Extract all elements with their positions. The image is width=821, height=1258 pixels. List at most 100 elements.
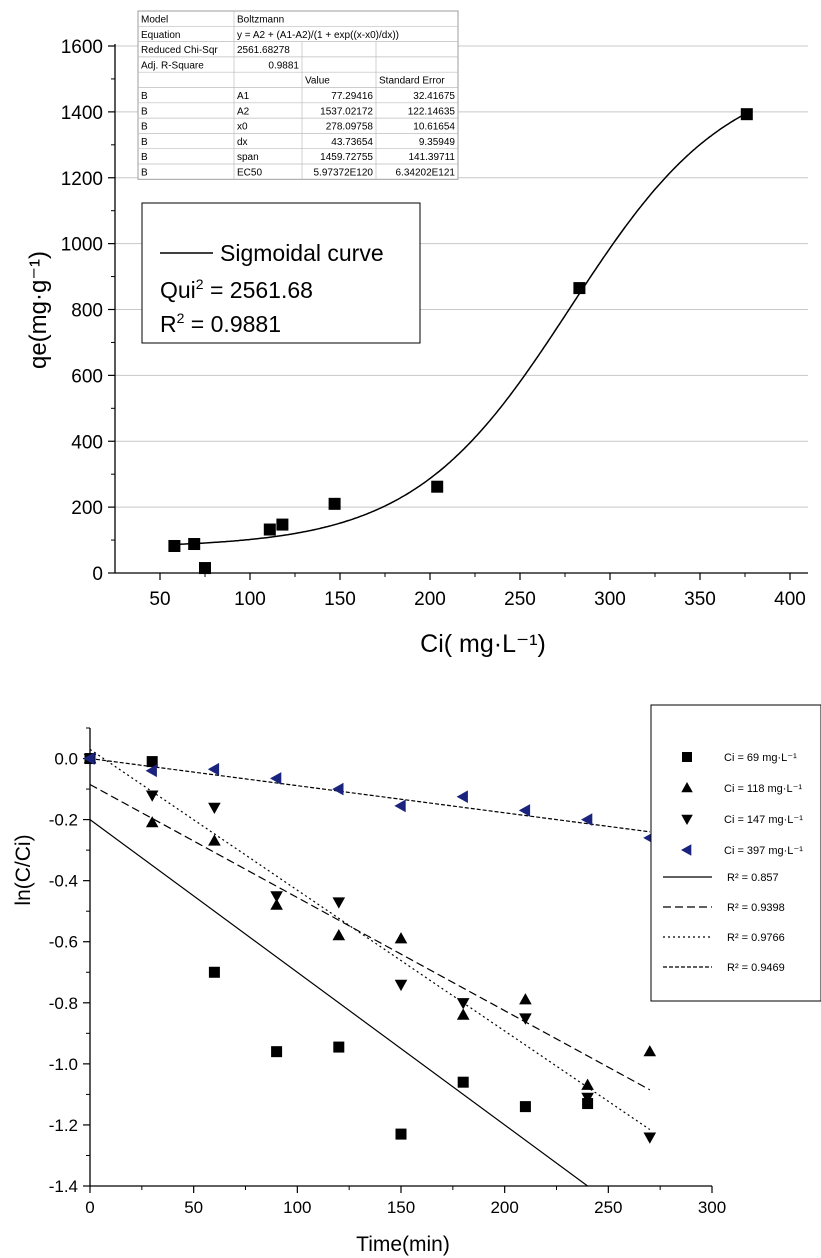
x-tick-label: 350 (684, 589, 716, 610)
legend-series-label: Ci = 69 mg·L⁻¹ (724, 752, 797, 764)
data-point (682, 752, 692, 762)
data-points (83, 751, 657, 1144)
data-point (456, 998, 470, 1010)
data-point (681, 814, 693, 825)
table-cell: span (237, 152, 259, 163)
table-cell: B (141, 91, 148, 102)
table-cell: B (141, 137, 148, 148)
y-tick-label: -1.0 (49, 1055, 78, 1074)
table-cell: 77.29416 (331, 91, 373, 102)
x-tick-label: 400 (774, 589, 806, 610)
y-tick-label: 400 (71, 432, 103, 453)
x-tick-label: 100 (283, 1198, 311, 1217)
y-tick-label: 1400 (61, 103, 103, 124)
table-cell: Reduced Chi-Sqr (141, 45, 218, 56)
data-point (145, 764, 157, 778)
table-cell: 0.9881 (268, 60, 299, 71)
y-tick-label: 200 (71, 498, 103, 519)
fit-statistics-table: Model Boltzmann Equation y = A2 + (A1-A2)/(… (137, 10, 459, 180)
y-tick-label: 1200 (61, 169, 103, 190)
y-tick-label: -1.4 (49, 1177, 78, 1196)
table-cell: 32.41675 (413, 91, 455, 102)
tick-labels: 0 200 400 600 800 1000 1200 1400 1600 50 100 150 200… (61, 37, 806, 610)
y-tick-label: 0.0 (54, 750, 78, 769)
data-point (199, 562, 211, 575)
data-point (643, 1132, 657, 1144)
table-cell: 1459.72755 (320, 152, 373, 163)
fit-line (89, 819, 588, 1187)
table-cell: B (141, 122, 148, 133)
y-axis-label: ln(C/Ci) (12, 834, 35, 905)
data-point (328, 497, 341, 510)
x-tick-label: 0 (85, 1198, 94, 1217)
x-tick-label: 250 (594, 1198, 622, 1217)
data-point (581, 1092, 594, 1105)
table-cell: Boltzmann (237, 15, 284, 26)
table-cell: Value (305, 76, 330, 87)
legend-series-label: Ci = 397 mg·L⁻¹ (724, 845, 803, 857)
data-point (332, 782, 344, 796)
legend-fit-label: R² = 0.9398 (727, 902, 785, 914)
x-axis-label: Ci( mg·L⁻¹) (420, 630, 546, 658)
fit-line (89, 757, 650, 833)
table-cell: Model (141, 15, 168, 26)
y-tick-label: 800 (71, 301, 103, 322)
data-points (168, 108, 753, 575)
table-cell: 141.39711 (408, 152, 455, 163)
data-point (270, 772, 282, 785)
table-cell: 278.09758 (326, 122, 374, 133)
data-point (208, 966, 220, 978)
x-axis-label: Time(min) (356, 1233, 450, 1256)
data-point (431, 480, 444, 493)
data-point (394, 979, 408, 992)
table-cell: 9.35949 (419, 137, 456, 148)
data-point (208, 802, 221, 814)
legend-frame (141, 202, 421, 344)
data-point (188, 538, 201, 551)
legend-frame (650, 704, 821, 1002)
kinetics-chart: 0.0 -0.2 -0.4 -0.6 -0.8 -1.0 -1.2 -1.4 0 50 100 150… (12, 704, 821, 1256)
x-tick-label: 50 (184, 1198, 203, 1217)
y-tick-label: 1000 (61, 235, 103, 256)
data-point (395, 1128, 407, 1140)
data-point (83, 752, 95, 765)
table-cell: Adj. R-Square (141, 60, 204, 71)
y-tick-label: 0 (92, 564, 103, 585)
table-cell: Equation (141, 30, 180, 41)
x-tick-label: 300 (594, 589, 626, 610)
axes (83, 727, 713, 1193)
axes (108, 44, 808, 580)
data-point (145, 790, 159, 802)
tick-labels: 0.0 -0.2 -0.4 -0.6 -0.8 -1.0 -1.2 -1.4 0 50 100 150… (49, 750, 726, 1217)
y-tick-label: 1600 (61, 37, 103, 58)
fit-line (89, 748, 651, 1131)
table-cell: 122.14635 (408, 106, 456, 117)
y-tick-label: -0.8 (49, 994, 78, 1013)
data-point (394, 799, 406, 813)
data-point (581, 813, 593, 826)
table-cell: 2561.68278 (237, 45, 290, 56)
x-tick-label: 50 (149, 589, 170, 610)
legend: Ci = 69 mg·L⁻¹ Ci = 118 mg·L⁻¹ Ci = 147 mg… (650, 704, 821, 1002)
data-point (740, 108, 753, 121)
fit-lines (89, 748, 651, 1187)
data-point (168, 539, 181, 552)
data-point (332, 897, 346, 909)
fit-line (89, 783, 651, 1091)
y-tick-label: -0.2 (49, 811, 78, 830)
data-point (207, 762, 220, 776)
data-point (681, 844, 692, 856)
table-cell: 43.73654 (331, 137, 373, 148)
data-point (519, 993, 532, 1005)
data-point (333, 1041, 345, 1053)
y-tick-label: -0.6 (49, 933, 78, 952)
data-point (276, 518, 289, 531)
data-point (518, 804, 531, 817)
data-point (519, 1101, 531, 1113)
y-tick-label: -1.2 (49, 1116, 78, 1135)
data-point (681, 782, 693, 793)
data-point (271, 1046, 283, 1058)
x-tick-label: 150 (387, 1198, 415, 1217)
legend-chi-square: Qui2 = 2561.68 (160, 276, 313, 303)
